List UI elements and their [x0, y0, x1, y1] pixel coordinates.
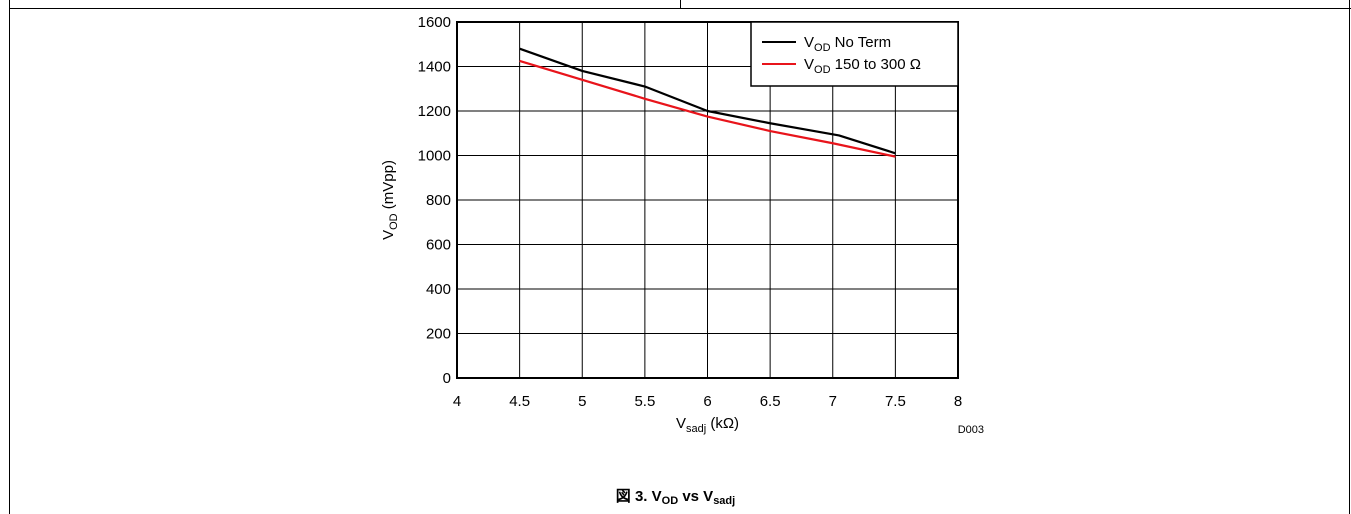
legend-entry-150-300-sub: OD [814, 64, 831, 76]
x-tick-label: 6.5 [760, 393, 781, 410]
caption-mid: vs V [678, 488, 714, 505]
y-axis-label-main: V [380, 230, 397, 240]
legend-entry-no-term-main: V [804, 34, 814, 51]
y-axis-label-sub: OD [388, 213, 400, 230]
series-line-0 [519, 47, 896, 155]
x-tick-label: 8 [954, 393, 962, 410]
legend-entry-no-term: VOD No Term [804, 34, 891, 54]
line-chart: 4 4.5 5 5.5 6 6.5 7 7.5 8 0 200 400 600 800 1000 1200 1… [380, 14, 984, 436]
series-layer [519, 47, 896, 158]
y-tick-label: 1200 [418, 103, 451, 120]
y-tick-label: 1600 [418, 14, 451, 31]
y-axis-label: VOD (mVpp) [380, 160, 400, 240]
legend: VOD No Term VOD 150 to 300 Ω [750, 21, 959, 87]
legend-entry-150-300: VOD 150 to 300 Ω [804, 56, 921, 76]
legend-box [750, 21, 959, 87]
x-tick-label: 4.5 [509, 393, 530, 410]
x-tick-label: 5.5 [634, 393, 655, 410]
caption-sub-od: OD [661, 495, 679, 507]
figure-id-watermark: D003 [958, 424, 984, 436]
frame-right-border [1349, 0, 1350, 514]
y-tick-label: 0 [443, 370, 451, 387]
legend-entry-no-term-rest: No Term [831, 34, 892, 51]
frame-column-divider [680, 0, 681, 8]
caption-sub-sadj: sadj [713, 495, 736, 507]
y-tick-label: 800 [426, 192, 451, 209]
y-axis-label-rest: (mVpp) [380, 160, 397, 213]
legend-entry-150-300-main: V [804, 56, 814, 73]
x-axis-label-sub: sadj [686, 423, 706, 435]
y-tick-labels: 0 200 400 600 800 1000 1200 1400 1600 [418, 14, 451, 387]
x-axis-label: Vsadj (kΩ) [676, 415, 739, 435]
y-tick-label: 200 [426, 326, 451, 343]
y-tick-label: 600 [426, 237, 451, 254]
frame-left-border [9, 0, 10, 514]
y-tick-label: 400 [426, 281, 451, 298]
y-tick-label: 1000 [418, 148, 451, 165]
x-axis-label-main: V [676, 415, 686, 432]
legend-entry-150-300-rest: 150 to 300 Ω [831, 56, 921, 73]
x-tick-label: 7 [829, 393, 837, 410]
y-tick-label: 1400 [418, 59, 451, 76]
plot-area-border [456, 21, 959, 379]
figure-caption: 図 3. VOD vs Vsadj [0, 485, 1351, 507]
x-tick-label: 7.5 [885, 393, 906, 410]
legend-entry-no-term-sub: OD [814, 42, 831, 54]
x-tick-label: 4 [453, 393, 461, 410]
frame-top-border [9, 8, 1351, 9]
x-tick-labels: 4 4.5 5 5.5 6 6.5 7 7.5 8 [453, 393, 962, 410]
series-line-1 [519, 59, 896, 158]
x-tick-label: 6 [703, 393, 711, 410]
x-tick-label: 5 [578, 393, 586, 410]
caption-prefix: 図 3. V [615, 488, 662, 505]
x-axis-label-rest: (kΩ) [706, 415, 739, 432]
